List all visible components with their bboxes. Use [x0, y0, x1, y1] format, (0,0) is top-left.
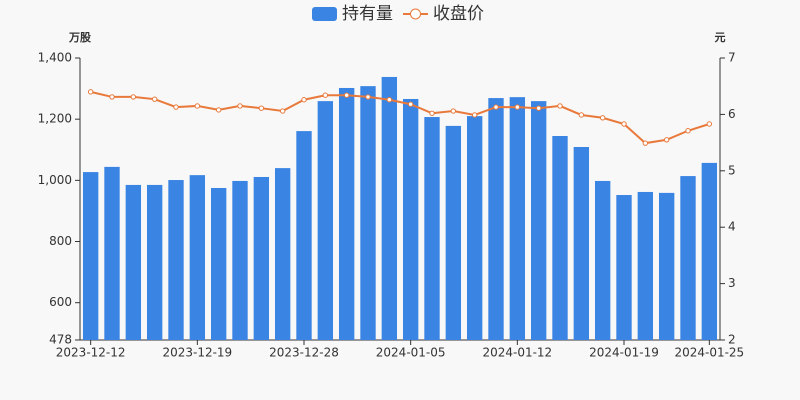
x-tick-label: 2023-12-19	[162, 346, 232, 360]
line-point	[365, 94, 371, 100]
bar	[253, 176, 270, 340]
x-tick-label: 2024-01-05	[376, 346, 446, 360]
line-point	[557, 103, 563, 109]
bar	[189, 175, 206, 340]
bar	[82, 172, 99, 340]
line-point	[130, 94, 137, 100]
line-point	[386, 97, 393, 103]
bar	[488, 98, 504, 340]
y2-unit: 元	[715, 31, 726, 44]
bar	[360, 86, 376, 341]
bar	[530, 101, 547, 340]
line-point	[578, 112, 585, 118]
line-point	[450, 108, 457, 114]
bar	[466, 116, 483, 341]
bar	[232, 180, 248, 340]
bar	[573, 147, 590, 340]
line-point	[599, 115, 606, 121]
y2-tick-label: 5	[728, 163, 736, 177]
bar	[445, 125, 462, 341]
bar	[552, 135, 568, 340]
bar	[168, 180, 184, 340]
line-point	[407, 101, 414, 107]
line-point	[493, 104, 499, 110]
x-tick-label: 2024-01-19	[589, 346, 659, 360]
bar	[594, 180, 611, 340]
line-point	[194, 103, 201, 109]
line-point	[109, 94, 115, 100]
bar	[658, 192, 675, 340]
bar	[637, 191, 654, 340]
y2-tick-label: 4	[728, 220, 736, 234]
bar	[210, 187, 227, 340]
line-point	[151, 96, 158, 102]
bar	[125, 184, 142, 340]
y-tick-label: 1,400	[38, 51, 72, 65]
y-tick-label: 1,200	[38, 112, 72, 126]
line-point	[87, 89, 94, 95]
bar	[317, 101, 334, 340]
bar	[701, 162, 718, 340]
line-point	[215, 107, 222, 113]
line	[90, 90, 710, 145]
bar	[402, 98, 419, 340]
y2-tick-label: 7	[728, 51, 736, 65]
legend-swatch	[312, 7, 337, 21]
line-point	[685, 128, 691, 134]
line-point	[514, 104, 521, 110]
line-point	[279, 108, 286, 114]
line-point	[535, 105, 542, 111]
line-point	[663, 137, 670, 143]
line-point	[322, 92, 329, 98]
y-tick-label: 478	[49, 333, 72, 347]
line-point	[173, 104, 179, 110]
bar	[680, 176, 696, 340]
y-unit: 万股	[68, 31, 92, 44]
y-tick-label: 1,000	[38, 173, 72, 187]
bar	[424, 117, 440, 340]
y-tick-label: 600	[49, 295, 72, 309]
x-tick-label: 2023-12-28	[269, 346, 339, 360]
bar	[274, 168, 291, 340]
line-point	[237, 103, 243, 109]
line-point	[429, 110, 435, 116]
line-point	[258, 105, 265, 111]
bar	[296, 131, 312, 340]
bar	[104, 166, 120, 340]
line-point	[343, 92, 350, 98]
y-tick-label: 800	[49, 234, 72, 248]
legend-label: 收盘价	[433, 4, 484, 24]
x-tick-label: 2024-01-12	[482, 346, 552, 360]
line-point	[621, 121, 627, 127]
line-point	[301, 97, 307, 103]
y2-tick-label: 6	[728, 107, 736, 121]
legend-swatch-dot	[410, 8, 421, 20]
y2-tick-label: 3	[728, 276, 736, 290]
x-tick-label: 2024-01-25	[674, 346, 744, 360]
legend-label: 持有量	[342, 4, 393, 24]
bar	[338, 87, 355, 340]
x-tick-label: 2023-12-12	[56, 346, 126, 360]
line-point	[706, 121, 713, 127]
line-point	[642, 140, 649, 146]
bar	[381, 76, 398, 340]
bar	[146, 184, 163, 340]
y2-tick-label: 2	[728, 333, 736, 347]
bar	[509, 97, 526, 340]
line-point	[471, 112, 478, 118]
bar	[616, 195, 632, 340]
